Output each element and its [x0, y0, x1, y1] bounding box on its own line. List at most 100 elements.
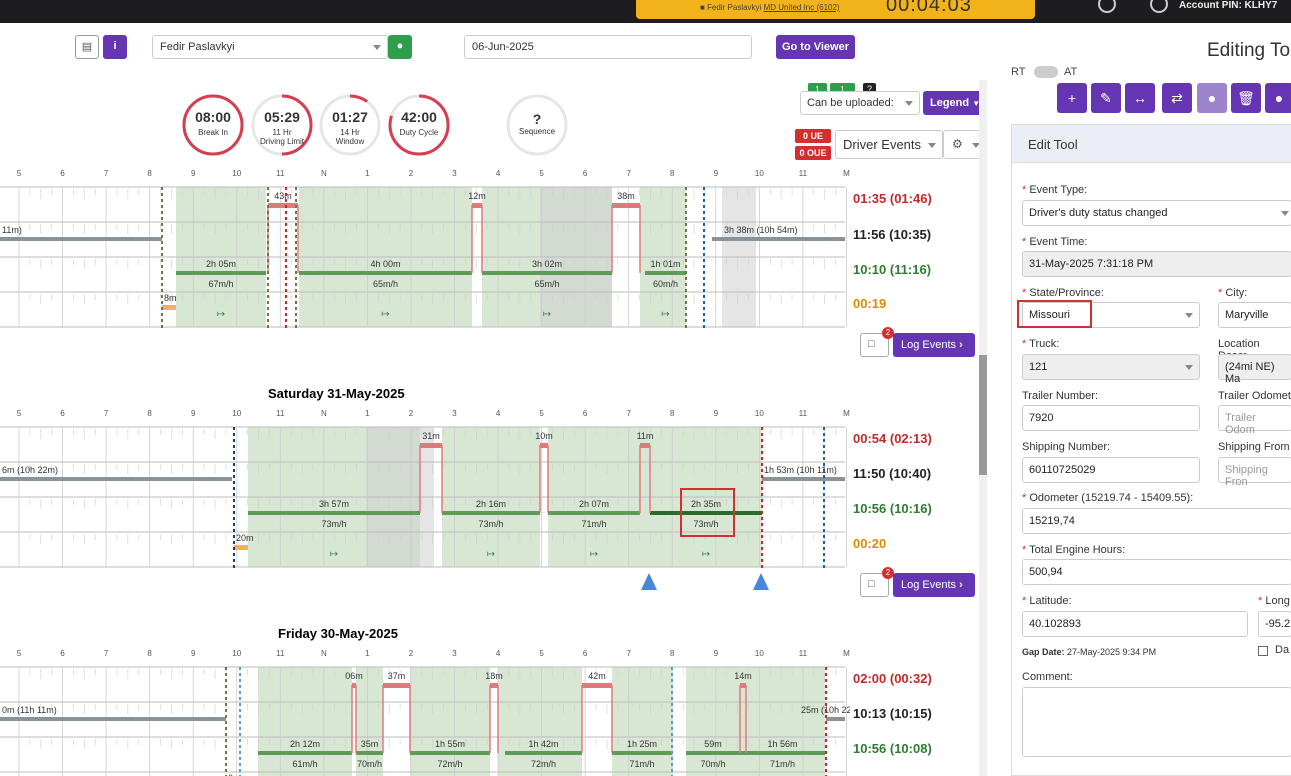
document-icon[interactable]: ▤: [75, 35, 99, 59]
break-duration-label: 37m: [388, 671, 406, 681]
events-select[interactable]: Driver Events: [835, 130, 943, 159]
gap-date-value: 27-May-2025 9:34 PM: [1067, 647, 1157, 657]
add-icon[interactable]: +: [1057, 83, 1087, 113]
city-field[interactable]: Maryville: [1218, 302, 1291, 328]
message-count-badge: 2: [882, 567, 894, 579]
gauge-1: 05:29 11 Hr Driving Limit: [250, 93, 314, 157]
gauge-label: Break In: [198, 128, 228, 137]
off-duty-right-label: 3h 38m (10h 54m): [724, 225, 798, 235]
messages-button[interactable]: □ 2: [860, 567, 894, 597]
driving-speed-label: 73m/h: [478, 519, 503, 529]
sleeper-berth-label: 8m: [164, 293, 177, 303]
edit-icon[interactable]: ✎: [1091, 83, 1121, 113]
scrollbar-thumb[interactable]: [979, 355, 987, 475]
driving-speed-label: 71m/h: [770, 759, 795, 769]
trash-icon[interactable]: 🗑: [1231, 83, 1261, 113]
truck-value: 121: [1029, 361, 1048, 373]
event-type-label: Event Type:: [1029, 184, 1088, 196]
trailer-odometer-field[interactable]: Trailer Odom: [1218, 405, 1291, 436]
notification-icon[interactable]: [1098, 0, 1116, 13]
reassign-driver-icon[interactable]: ●: [1197, 83, 1227, 113]
chat-icon: □: [868, 578, 875, 590]
on-duty-block: [612, 667, 672, 776]
messages-button[interactable]: □ 2: [860, 327, 894, 357]
oue-badge: 0 OUE: [795, 146, 831, 160]
upload-select[interactable]: Can be uploaded:: [800, 91, 920, 115]
shipping-from-field[interactable]: Shipping Fron: [1218, 457, 1291, 488]
shift-icon[interactable]: ↔: [1125, 83, 1155, 113]
gauge-value: 08:00: [195, 109, 231, 125]
status-total: 02:00 (00:32): [853, 671, 932, 686]
engine-hours-label: Total Engine Hours:: [1029, 544, 1126, 556]
hour-tick-label: 11: [276, 409, 285, 418]
driving-duration-label: 2h 07m: [579, 499, 609, 509]
truck-select[interactable]: 121: [1022, 354, 1200, 380]
driving-speed-label: 71m/h: [581, 519, 606, 529]
legend-button[interactable]: Legend ▼: [923, 91, 987, 115]
log-events-button[interactable]: Log Events ›: [893, 573, 975, 597]
chevron-down-icon: [1185, 313, 1193, 318]
gauge-0: 08:00 Break In: [181, 93, 245, 157]
location-field[interactable]: (24mi NE) Ma: [1218, 354, 1291, 385]
rt-at-toggle[interactable]: [1034, 66, 1058, 78]
driving-event-icon: ↦: [590, 549, 598, 560]
edit-tool-title: Edit Tool: [1028, 137, 1078, 152]
driving-event-icon: ↦: [543, 309, 551, 320]
go-to-viewer-button[interactable]: Go to Viewer: [776, 35, 855, 59]
company-link[interactable]: MD United Inc (6102): [763, 3, 840, 12]
on-duty-break-bar: [268, 203, 298, 208]
driver-select[interactable]: Fedir Paslavkyi: [152, 35, 388, 59]
gauge-label: Sequence: [518, 127, 556, 136]
shipping-field[interactable]: 60110725029: [1022, 457, 1200, 483]
engine-hours-field[interactable]: 500,94: [1022, 559, 1291, 585]
da-checkbox[interactable]: [1258, 646, 1268, 656]
comment-textarea[interactable]: [1022, 687, 1291, 757]
driving-duration-label: 2h 16m: [476, 499, 506, 509]
chat-icon: □: [868, 338, 875, 350]
on-duty-block: [740, 667, 825, 776]
event-type-select[interactable]: Driver's duty status changed: [1022, 200, 1291, 226]
city-value: Maryville: [1225, 309, 1269, 321]
hour-tick-label: 9: [191, 409, 196, 418]
hour-tick-label: N: [321, 409, 327, 418]
gauge-ring: [388, 94, 450, 156]
driving-speed-label: 67m/h: [208, 279, 233, 289]
driving-duration-label: 2h 05m: [206, 259, 236, 269]
status-total: 00:54 (02:13): [853, 431, 932, 446]
on-duty-break-bar: [640, 443, 650, 448]
user-icon[interactable]: [1150, 0, 1168, 13]
hour-tick-label: 1: [365, 169, 370, 178]
latitude-field[interactable]: 40.102893: [1022, 611, 1248, 637]
odometer-field[interactable]: 15219,74: [1022, 508, 1291, 534]
hour-tick-label: 9: [714, 409, 719, 418]
hour-tick-label: 7: [626, 409, 631, 418]
driver-select-value: Fedir Paslavkyi: [160, 41, 235, 53]
state-select[interactable]: Missouri: [1022, 302, 1200, 328]
trailer-field[interactable]: 7920: [1022, 405, 1200, 431]
break-duration-label: 43m: [274, 191, 292, 201]
break-duration-label: 18m: [485, 671, 503, 681]
events-select-value: Driver Events: [843, 137, 922, 152]
hour-tick-label: 11: [799, 649, 808, 658]
off-duty-left-label: 0m (11h 11m): [2, 705, 57, 715]
date-input[interactable]: 06-Jun-2025: [464, 35, 752, 59]
hour-tick-label: 6: [60, 169, 65, 178]
log-events-button[interactable]: Log Events ›: [893, 333, 975, 357]
longitude-value: -95.2: [1265, 618, 1291, 630]
event-time-field[interactable]: 31-May-2025 7:31:18 PM: [1022, 251, 1291, 277]
info-button[interactable]: i: [103, 35, 127, 59]
hour-tick-label: 6: [583, 649, 588, 658]
driving-speed-label: 73m/h: [321, 519, 346, 529]
hour-tick-label: 4: [496, 169, 501, 178]
swap-icon[interactable]: ⇄: [1162, 83, 1192, 113]
driving-duration-label: 2h 12m: [290, 739, 320, 749]
status-total: 00:20: [853, 536, 887, 551]
hour-tick-label: 3: [452, 409, 457, 418]
event-type-value: Driver's duty status changed: [1029, 207, 1168, 219]
driving-speed-label: 72m/h: [437, 759, 462, 769]
team-icon[interactable]: ●: [1265, 83, 1291, 113]
longitude-field[interactable]: -95.2: [1258, 611, 1291, 637]
driver-profile-button[interactable]: ●: [388, 35, 412, 59]
hour-tick-label: 5: [539, 169, 544, 178]
